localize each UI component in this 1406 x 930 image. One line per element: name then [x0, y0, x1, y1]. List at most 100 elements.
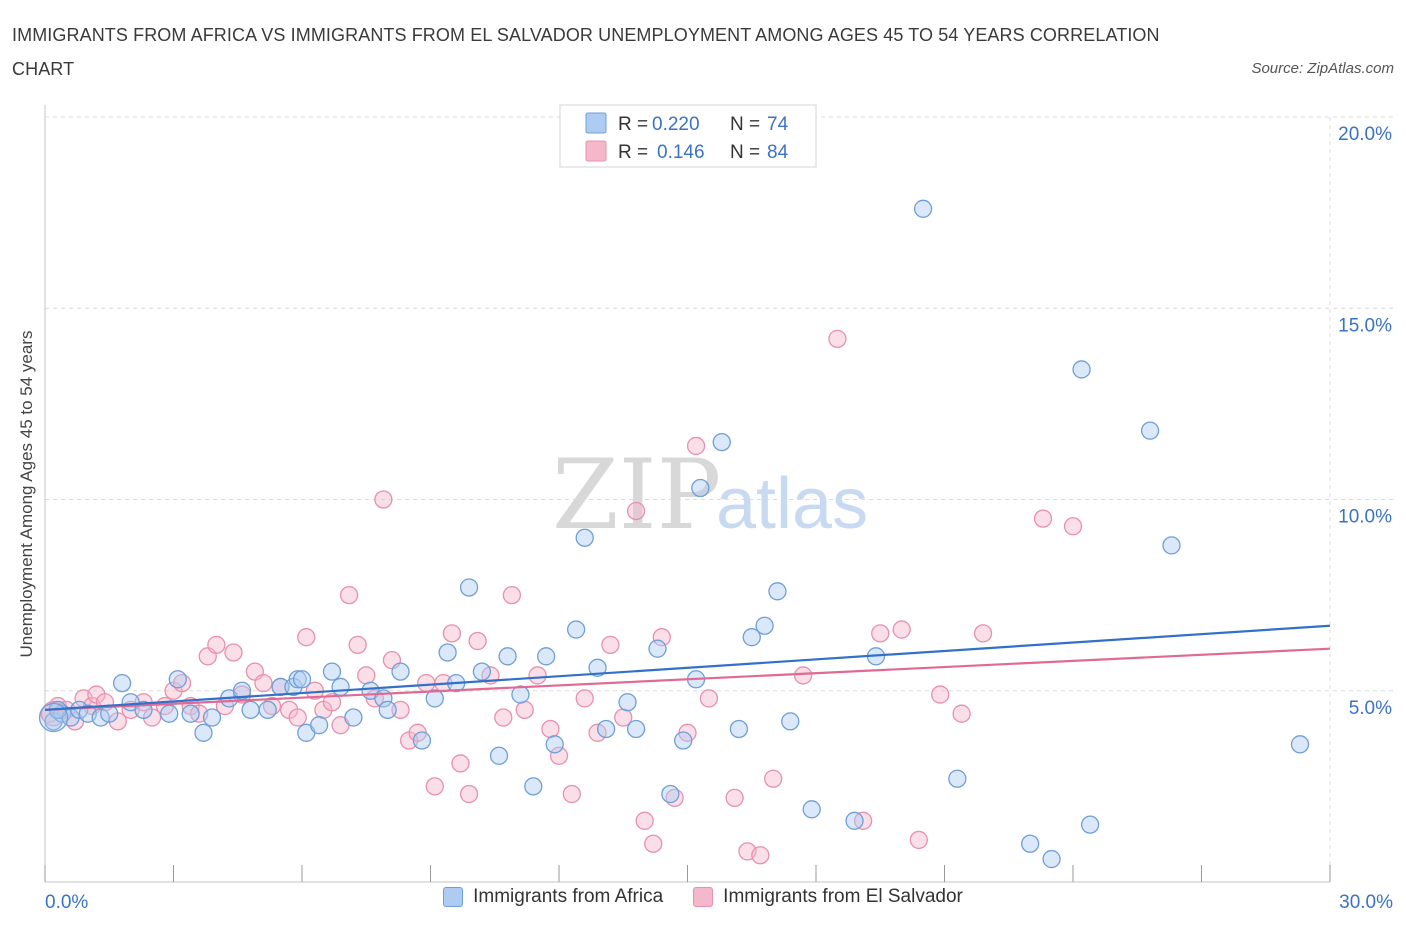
data-point-el-salvador [794, 666, 813, 685]
data-point-africa [712, 432, 731, 452]
data-point-africa [425, 689, 444, 708]
data-point-africa [168, 670, 187, 689]
data-point-el-salvador [652, 628, 671, 647]
data-point-el-salvador [207, 635, 226, 654]
x-tick-label: 30.0% [1339, 892, 1393, 913]
data-point-el-salvador [909, 830, 928, 850]
stats-n-value: 84 [767, 142, 789, 163]
data-point-africa [344, 708, 363, 727]
trend-line-africa [44, 624, 1331, 711]
data-point-africa [202, 708, 222, 727]
data-point-el-salvador [952, 704, 971, 723]
data-point-el-salvador [391, 700, 410, 720]
data-point-africa [1140, 421, 1160, 440]
data-point-africa [378, 700, 397, 720]
series-el-salvador-points [40, 329, 1083, 865]
data-point-el-salvador [892, 620, 911, 639]
data-point-africa [802, 800, 821, 819]
data-point-el-salvador [1063, 517, 1083, 536]
data-point-el-salvador [626, 501, 646, 521]
data-point-africa [545, 735, 564, 754]
data-point-africa [232, 681, 252, 700]
y-tick-label: 15.0% [1338, 315, 1392, 336]
watermark: ZIP atlas [552, 439, 868, 551]
data-point-africa [181, 704, 200, 723]
data-point-el-salvador [515, 700, 534, 720]
data-point-africa [1162, 536, 1181, 555]
data-point-africa [845, 811, 864, 830]
legend-label-el-salvador: Immigrants from El Salvador [723, 886, 963, 907]
data-point-africa [626, 719, 646, 739]
data-point-el-salvador [635, 811, 654, 830]
data-point-africa [648, 639, 667, 658]
data-point-africa [1021, 834, 1040, 853]
legend-item-el-salvador[interactable]: Immigrants from El Salvador [693, 886, 963, 908]
data-point-africa [566, 620, 586, 639]
data-point-africa [537, 647, 556, 666]
data-point-el-salvador [357, 666, 376, 685]
legend-swatch-el-salvador [693, 887, 714, 907]
data-point-el-salvador [451, 754, 470, 773]
watermark-atlas: atlas [716, 464, 868, 544]
legend-swatch-africa [443, 887, 464, 907]
data-point-africa [412, 731, 432, 750]
trend-lines [44, 624, 1331, 711]
data-point-el-salvador [374, 490, 393, 509]
data-point-africa [258, 700, 277, 720]
data-point-el-salvador [417, 673, 436, 693]
data-point-africa [575, 528, 594, 547]
data-point-el-salvador [468, 631, 487, 651]
data-point-africa [729, 719, 749, 739]
data-point-africa [913, 199, 933, 218]
data-point-africa [489, 746, 509, 765]
data-point-africa [524, 777, 543, 796]
data-point-africa [618, 693, 637, 712]
data-point-africa [691, 478, 710, 498]
legend-label-africa: Immigrants from Africa [473, 886, 664, 907]
stats-swatch-africa [585, 112, 607, 134]
data-point-africa [472, 662, 492, 681]
data-point-africa [322, 662, 342, 681]
data-point-el-salvador [764, 769, 783, 788]
data-point-el-salvador [322, 693, 342, 712]
data-point-el-salvador [562, 784, 581, 804]
data-point-africa [241, 700, 260, 720]
data-point-africa [498, 647, 517, 666]
data-point-africa [661, 784, 680, 804]
data-point-el-salvador [575, 689, 594, 708]
trend-line-el-salvador [44, 647, 1331, 711]
legend-item-africa[interactable]: Immigrants from Africa [443, 886, 663, 908]
data-point-africa [438, 643, 457, 662]
data-point-el-salvador [502, 585, 522, 605]
data-point-el-salvador [644, 834, 663, 853]
data-point-africa [391, 662, 410, 681]
data-point-el-salvador [528, 666, 547, 685]
data-point-africa [1080, 815, 1100, 834]
tick-labels: 5.0% 10.0% 15.0% 20.0% 0.0% 30.0% [45, 124, 1393, 913]
data-point-el-salvador [541, 719, 560, 739]
data-point-africa [309, 716, 329, 735]
data-point-el-salvador [297, 628, 316, 647]
data-point-el-salvador [973, 624, 993, 643]
y-tick-label: 20.0% [1338, 124, 1392, 145]
data-point-el-salvador [348, 635, 367, 654]
stats-n-value: 74 [767, 114, 789, 135]
source-label: Source: ZipAtlas.com [1251, 60, 1394, 77]
data-point-africa [194, 723, 213, 742]
chart-title: IMMIGRANTS FROM AFRICA VS IMMIGRANTS FRO… [12, 25, 1160, 79]
data-point-el-salvador [931, 685, 950, 704]
data-point-africa [1042, 849, 1061, 869]
data-point-el-salvador [1033, 509, 1053, 528]
data-point-africa [112, 673, 132, 693]
stats-swatch-salvador [585, 140, 607, 162]
data-point-africa [755, 616, 774, 635]
stats-legend: R = 0.220 N = 74 R = 0.146 N = 84 [559, 104, 817, 168]
data-point-el-salvador [588, 723, 607, 742]
data-point-africa [674, 731, 693, 750]
data-point-africa [331, 677, 350, 697]
data-point-el-salvador [699, 689, 719, 708]
data-point-africa [91, 708, 110, 727]
data-point-africa [781, 712, 800, 731]
data-point-el-salvador [828, 329, 847, 349]
